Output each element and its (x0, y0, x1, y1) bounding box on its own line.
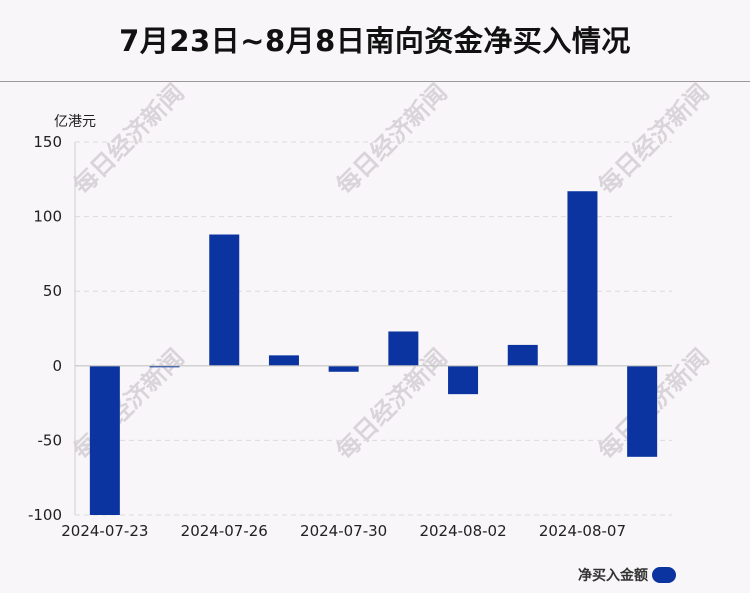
bar (149, 365, 180, 368)
x-tick-label: 2024-08-02 (419, 522, 506, 540)
y-tick-label: 0 (52, 357, 62, 375)
bar (448, 365, 479, 395)
legend: 净买入金额 (578, 565, 676, 585)
x-tick-label: 2024-08-07 (539, 522, 626, 540)
x-tick-label: 2024-07-23 (61, 522, 148, 540)
bar (388, 331, 419, 366)
y-tick-label: 100 (33, 208, 62, 226)
x-tick-label: 2024-07-30 (300, 522, 387, 540)
y-tick-label: -50 (38, 431, 63, 449)
y-axis-unit: 亿港元 (54, 114, 96, 130)
bar (627, 365, 658, 457)
x-tick-label: 2024-07-26 (181, 522, 268, 540)
y-tick-label: 150 (33, 133, 62, 151)
legend-label: 净买入金额 (578, 568, 648, 584)
legend-swatch (652, 567, 676, 583)
y-tick-label: -100 (28, 506, 62, 524)
bar (209, 234, 240, 366)
bar (268, 355, 299, 366)
bar (507, 344, 538, 366)
bar (567, 191, 598, 366)
bar (89, 365, 120, 515)
title-divider (0, 81, 750, 82)
y-tick-label: 50 (43, 282, 62, 300)
chart-title: 7月23日~8月8日南向资金净买入情况 (119, 24, 631, 58)
bar (328, 365, 359, 372)
